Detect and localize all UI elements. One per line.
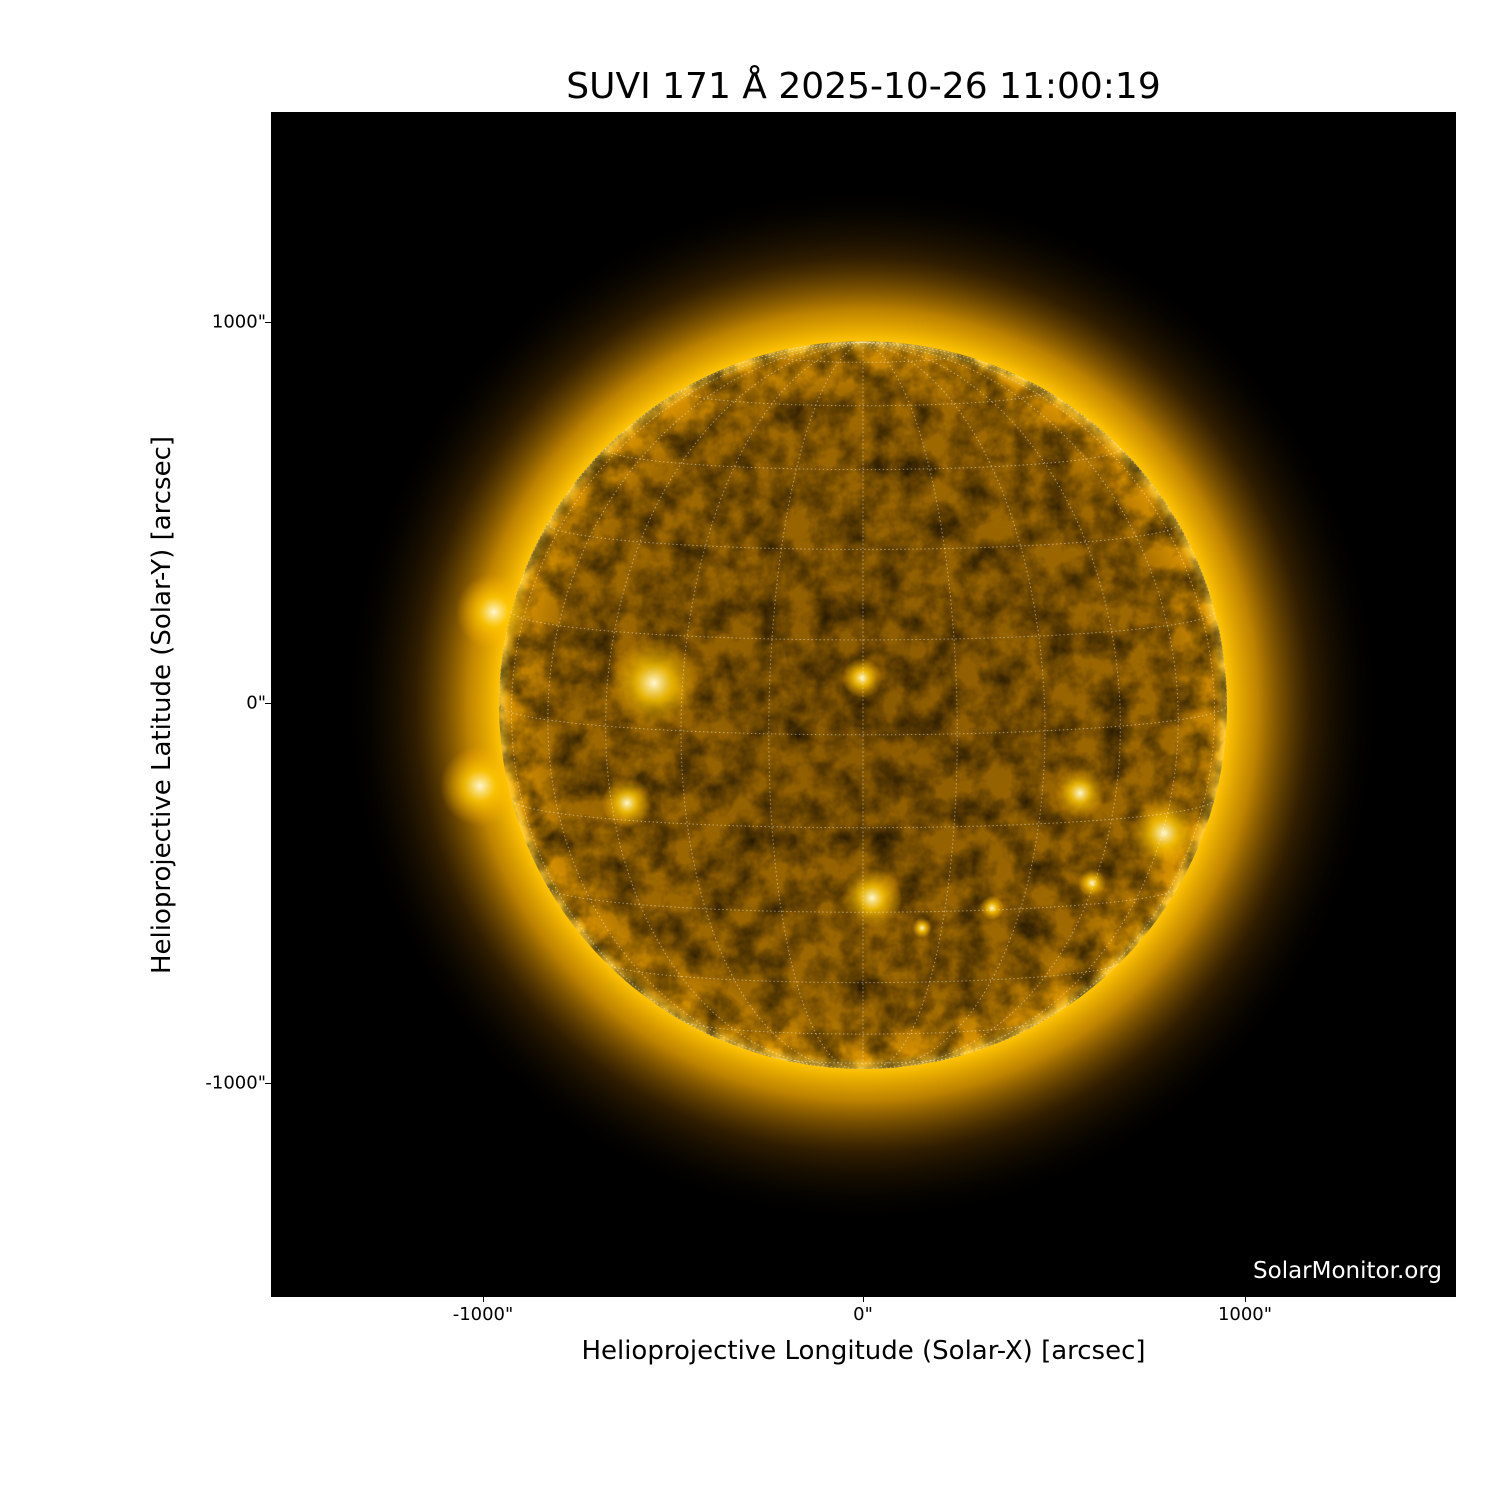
- longitude-line: [510, 341, 864, 1053]
- longitude-line: [605, 341, 864, 1068]
- active-region: [1078, 869, 1106, 897]
- x-axis-label: Helioprojective Longitude (Solar-X) [arc…: [581, 1336, 1146, 1366]
- active-region: [456, 574, 532, 650]
- y-tick-mark: [265, 322, 271, 323]
- sun-disk-svg: [343, 185, 1383, 1225]
- longitude-line: [499, 341, 864, 706]
- latitude-line: [680, 390, 1046, 407]
- latitude-line: [768, 354, 958, 363]
- longitude-line: [862, 341, 958, 1069]
- x-tick-label: 0": [853, 1304, 873, 1325]
- latitude-line: [499, 704, 1227, 736]
- latitude-line: [683, 1021, 1043, 1035]
- y-tick-label: -1000": [205, 1072, 266, 1094]
- x-tick-label: 1000": [1217, 1304, 1273, 1325]
- y-tick-label: 1000": [211, 311, 266, 333]
- x-tick-label: -1000": [452, 1304, 514, 1325]
- y-tick-label: 0": [246, 692, 266, 714]
- x-tick-mark: [483, 1296, 484, 1302]
- solar-image: SolarMonitor.org: [272, 113, 1455, 1296]
- active-region: [609, 638, 699, 728]
- latitude-line: [548, 887, 1178, 913]
- active-region: [1055, 768, 1105, 818]
- x-tick-mark: [1245, 1296, 1246, 1302]
- longitude-line: [768, 341, 864, 1069]
- longitude-line: [862, 341, 1121, 1068]
- plot-title: SUVI 171 Å 2025-10-26 11:00:19: [566, 66, 1161, 107]
- latitude-line: [510, 611, 1216, 641]
- longitude-line: [862, 341, 1216, 1053]
- active-region: [842, 868, 902, 928]
- y-tick-mark: [265, 1083, 271, 1084]
- watermark: SolarMonitor.org: [1253, 1258, 1442, 1284]
- heliographic-grid: [499, 341, 1227, 1069]
- active-region: [440, 746, 520, 826]
- active-region: [842, 658, 882, 698]
- y-axis-label: Helioprojective Latitude (Solar-Y) [arcs…: [147, 435, 177, 975]
- latitude-line: [605, 448, 1121, 471]
- active-region: [1129, 798, 1199, 868]
- active-region: [602, 778, 652, 828]
- latitude-line: [547, 523, 1179, 550]
- active-region: [912, 918, 932, 938]
- active-region: [980, 896, 1004, 920]
- x-tick-mark: [863, 1296, 864, 1302]
- longitude-line: [862, 341, 1227, 706]
- y-tick-mark: [265, 703, 271, 704]
- active-regions: [440, 574, 1199, 938]
